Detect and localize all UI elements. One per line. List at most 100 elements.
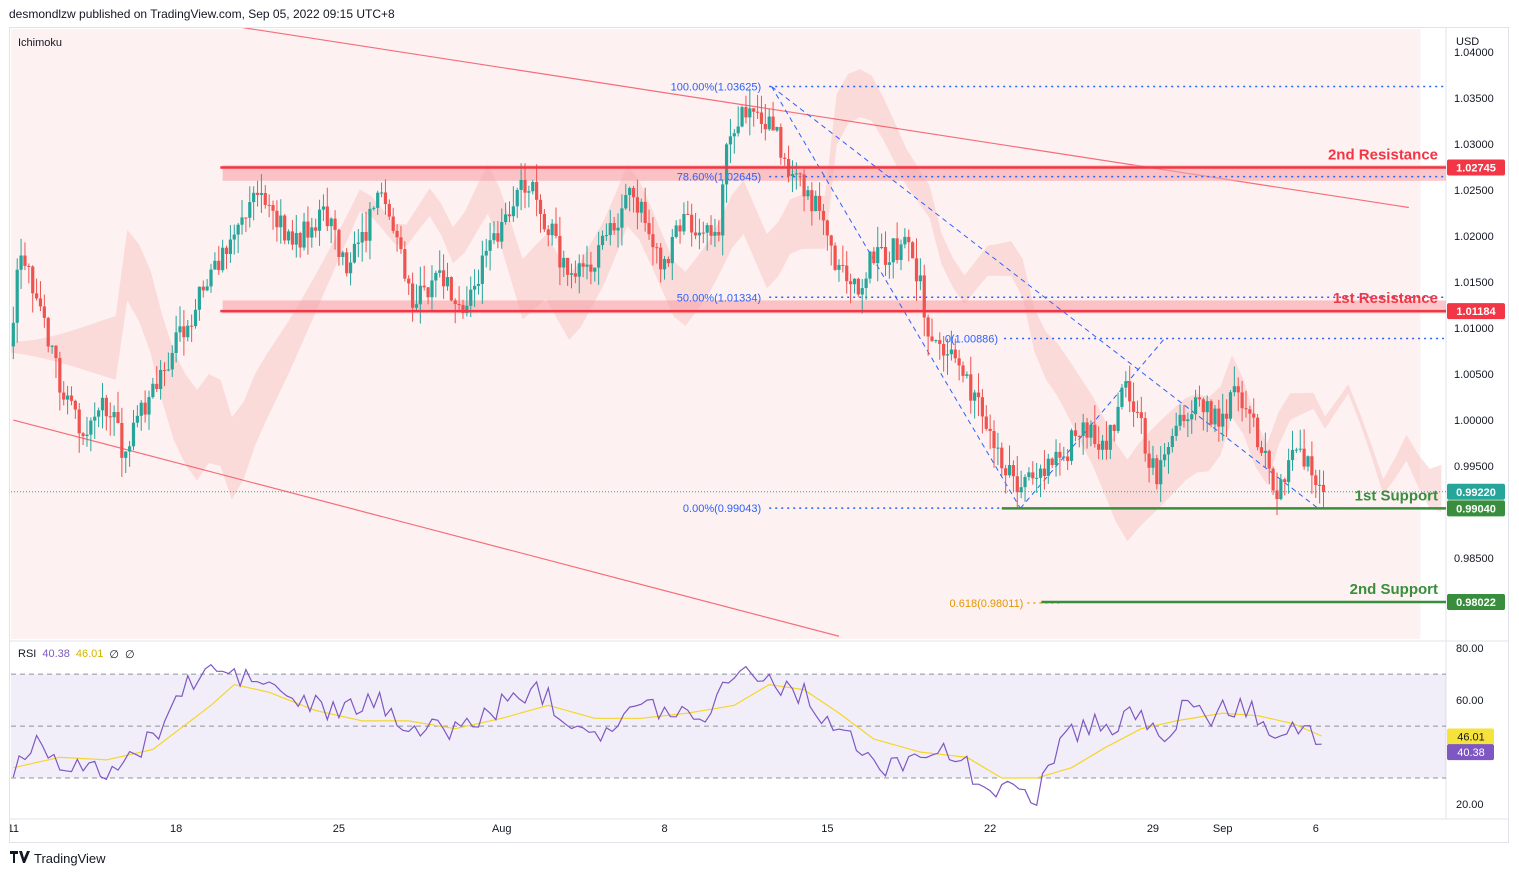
candle-body <box>554 223 558 237</box>
candle-body <box>604 235 608 237</box>
rsi-legend-label: RSI <box>18 648 37 660</box>
candle-body <box>895 238 899 260</box>
candle-body <box>1271 468 1275 491</box>
time-axis-tick-label: 29 <box>1147 823 1159 835</box>
candle-body <box>1011 465 1016 477</box>
candle-body <box>476 283 481 286</box>
time-axis-tick-label: Sep <box>1213 823 1233 835</box>
candle-body <box>1104 440 1109 450</box>
candle-body <box>410 283 415 308</box>
candle-body <box>980 397 984 417</box>
price-axis-tick-label: 1.01000 <box>1454 323 1494 335</box>
candle-body <box>659 247 663 270</box>
rsi-legend[interactable]: RSI 40.38 46.01 ∅ ∅ <box>18 648 135 661</box>
candle-body <box>352 243 357 263</box>
candle-body <box>457 303 461 306</box>
rsi-legend-extra1: ∅ <box>109 649 119 661</box>
candle-body <box>252 192 256 203</box>
candle-body <box>407 278 411 284</box>
chart-svg[interactable]: 100.00%(1.03625) 78.60%(1.02645) 50.00%(1.… <box>10 28 1508 842</box>
candle-body <box>1100 440 1105 450</box>
candle-body <box>538 199 543 214</box>
candle-body <box>1287 460 1291 483</box>
candle-body <box>849 281 853 285</box>
candle-body <box>779 126 783 158</box>
candle-body <box>558 236 562 268</box>
candle-body <box>825 220 829 236</box>
fib-level-label: 50.00%(1.01334) <box>677 292 761 304</box>
candle-body <box>368 208 372 241</box>
fib-diagonal-line <box>771 86 1319 509</box>
candle-body <box>403 249 407 279</box>
candle-body <box>511 206 515 217</box>
time-axis-tick-label: 15 <box>821 823 833 835</box>
candle-body <box>678 225 682 232</box>
chart-frame[interactable]: 100.00%(1.03625) 78.60%(1.02645) 50.00%(1.… <box>9 27 1509 843</box>
candle-body <box>546 229 550 236</box>
rsi-axis-tick-label: 80.00 <box>1456 643 1484 655</box>
candle-body <box>976 392 981 398</box>
time-axis-tick-label: 11 <box>10 823 19 835</box>
candle-body <box>1193 397 1198 415</box>
candle-body <box>85 434 89 437</box>
candle-body <box>1294 449 1298 451</box>
candle-body <box>496 233 500 242</box>
candle-body <box>562 257 566 268</box>
candle-body <box>224 247 229 255</box>
candle-body <box>143 402 147 415</box>
candle-body <box>752 108 756 112</box>
candle-body <box>1000 447 1004 469</box>
candle-body <box>228 239 232 255</box>
candle-body <box>670 236 674 264</box>
candle-body <box>170 352 174 370</box>
price-axis-badge <box>1447 483 1505 500</box>
candle-body <box>1182 414 1186 422</box>
candle-body <box>1275 490 1279 500</box>
fib-level-label: 100.00%(1.03625) <box>671 82 762 94</box>
candle-body <box>1131 401 1136 412</box>
tradingview-footer[interactable]: TradingView <box>10 851 106 866</box>
candle-body <box>880 246 884 248</box>
candle-body <box>310 227 314 238</box>
candle-body <box>108 416 112 418</box>
candle-body <box>1302 448 1306 467</box>
candle-body <box>263 192 267 205</box>
candle-body <box>1143 418 1147 454</box>
candle-body <box>306 221 310 238</box>
candle-body <box>1209 401 1213 425</box>
candle-body <box>802 174 806 197</box>
candle-body <box>930 336 934 341</box>
tradingview-logo-icon <box>10 851 30 866</box>
candle-body <box>612 223 616 231</box>
time-axis-tick-label: 6 <box>1313 823 1319 835</box>
candle-body <box>647 223 651 235</box>
time-axis-tick-label: 22 <box>984 823 996 835</box>
candle-body <box>387 204 391 217</box>
candle-body <box>244 217 248 219</box>
candle-body <box>709 225 713 236</box>
candle-body <box>1038 468 1043 478</box>
candle-body <box>837 264 841 270</box>
fib-level-label: 0.618(0.98011) <box>950 598 1024 610</box>
candle-body <box>259 192 264 195</box>
candle-body <box>504 214 508 223</box>
candle-body <box>833 245 837 270</box>
candle-body <box>197 286 201 310</box>
publisher-header: desmondlzw published on TradingView.com,… <box>9 7 395 21</box>
candle-body <box>690 214 694 233</box>
level-name-label: 1st Support <box>1355 487 1438 504</box>
candle-body <box>876 247 880 264</box>
candle-body <box>345 252 349 274</box>
ichimoku-indicator-label[interactable]: Ichimoku <box>18 37 63 49</box>
candle-body <box>841 264 845 266</box>
candle-body <box>1290 449 1295 461</box>
candle-body <box>128 446 132 452</box>
candle-body <box>1023 477 1027 488</box>
candle-body <box>217 260 221 271</box>
candle-body <box>116 412 120 423</box>
candle-body <box>89 420 93 435</box>
candle-body <box>566 257 570 275</box>
rsi-line <box>12 663 1322 807</box>
candle-body <box>193 309 198 327</box>
candle-body <box>945 354 950 356</box>
